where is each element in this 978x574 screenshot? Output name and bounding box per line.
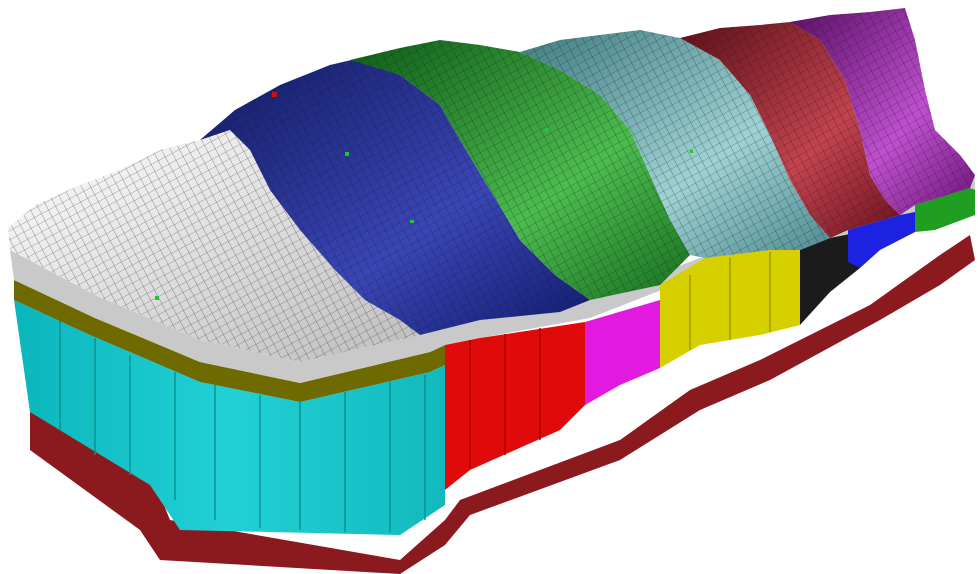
- surface-purple-mesh: [790, 8, 975, 215]
- cyan-side-stripes: [59, 320, 426, 532]
- surface-white-mesh: [8, 130, 420, 362]
- green-side-block: [915, 188, 975, 232]
- surface-green-mesh: [350, 40, 690, 300]
- magenta-side-block: [585, 300, 660, 405]
- surface-red-speck: [272, 92, 277, 97]
- surface-teal-mesh: [520, 30, 830, 258]
- yellow-side-stripes: [689, 252, 771, 350]
- surface-navy-mesh: [200, 58, 590, 335]
- surface-specks: [155, 128, 693, 300]
- cyan-side-block: [14, 300, 445, 535]
- olive-layer: [14, 280, 445, 402]
- red-side-block: [445, 322, 585, 490]
- black-side-block: [800, 232, 860, 325]
- blue-side-block: [848, 212, 915, 268]
- red-side-stripes: [469, 328, 541, 468]
- surface-maroon-mesh: [680, 22, 900, 238]
